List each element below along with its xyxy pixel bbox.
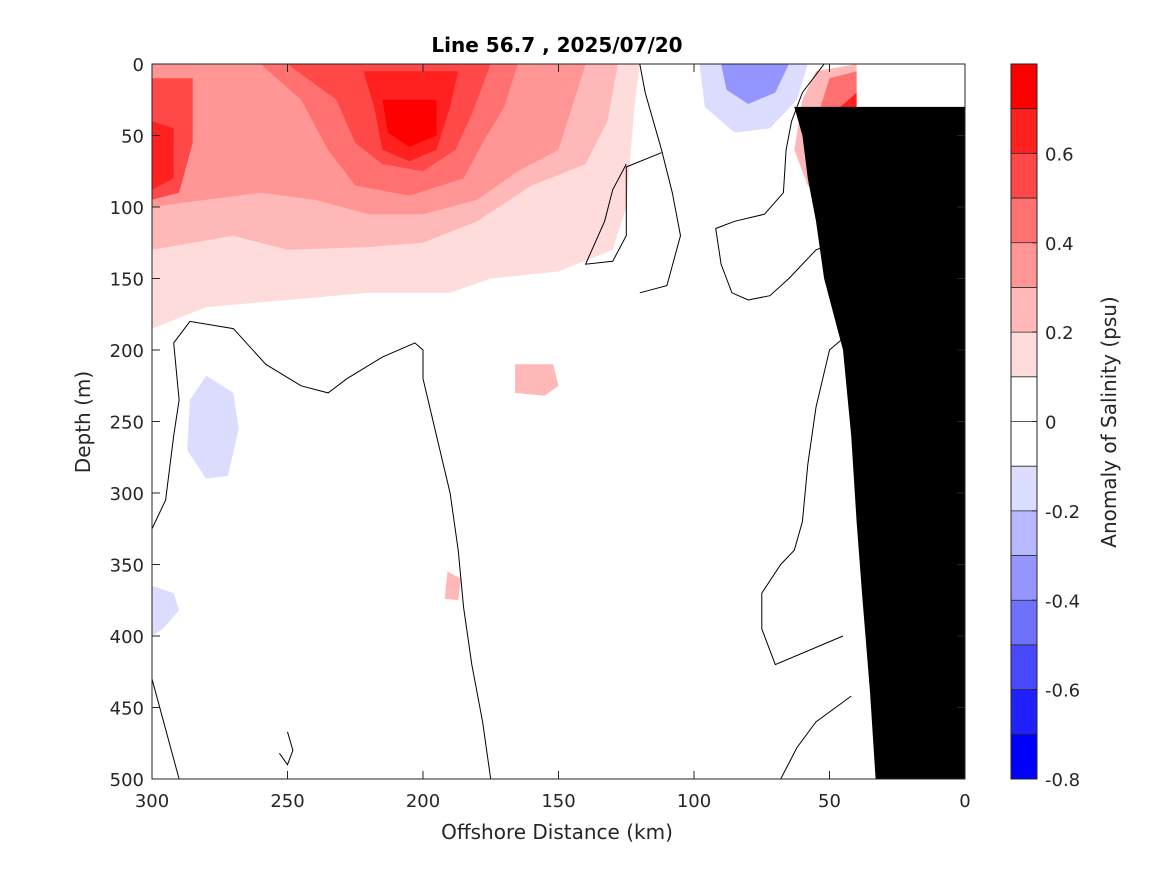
x-tick-label: 100	[677, 791, 711, 812]
contour-region	[152, 121, 174, 190]
colorbar-swatch	[1011, 198, 1037, 243]
x-tick-label: 250	[270, 791, 304, 812]
x-tick-label: 0	[959, 791, 970, 812]
y-tick-label: 50	[121, 127, 144, 148]
zero-contour-line	[152, 678, 180, 779]
colorbar-swatch	[1011, 64, 1037, 109]
colorbar-swatch	[1011, 421, 1037, 467]
colorbar-swatch	[1011, 734, 1037, 779]
y-axis: 0 50 100 150 200 250 300 350 400 450 500	[110, 55, 965, 791]
zero-contour-line	[780, 695, 852, 779]
y-tick-label: 200	[110, 341, 144, 362]
y-tick-label: 0	[133, 55, 144, 76]
colorbar-swatch	[1011, 466, 1037, 511]
colorbar-tick-label: 0	[1045, 413, 1056, 434]
y-tick-label: 300	[110, 484, 144, 505]
colorbar-swatch	[1011, 153, 1037, 199]
colorbar-tick-label: 0.6	[1045, 144, 1074, 165]
y-axis-label: Depth (m)	[71, 371, 95, 473]
y-tick-label: 250	[110, 413, 144, 434]
colorbar-swatch	[1011, 376, 1037, 422]
zero-contour-line	[715, 64, 852, 301]
y-tick-label: 350	[110, 556, 144, 577]
colorbar-swatch	[1011, 555, 1037, 601]
zero-contour-lines	[152, 64, 852, 779]
contour-region	[187, 375, 239, 479]
colorbar-label: Anomaly of Salinity (psu)	[1097, 296, 1121, 547]
y-tick-label: 400	[110, 627, 144, 648]
colorbar-swatch	[1011, 332, 1037, 377]
x-axis: 300 250 200 150 100 50 0	[135, 64, 971, 812]
x-tick-label: 150	[541, 791, 575, 812]
contour-region	[382, 99, 437, 147]
land-mask-layer	[794, 106, 965, 779]
x-tick-label: 300	[135, 791, 169, 812]
x-axis-label: Offshore Distance (km)	[441, 820, 673, 844]
zero-contour-line	[761, 331, 852, 666]
contour-fills	[152, 64, 857, 636]
colorbar-swatch	[1011, 689, 1037, 735]
colorbar-tick-label: -0.4	[1045, 591, 1080, 612]
contour-region	[721, 64, 789, 104]
colorbar-swatch	[1011, 287, 1037, 333]
colorbar-swatch	[1011, 510, 1037, 556]
zero-contour-line	[152, 320, 492, 779]
y-tick-label: 150	[110, 270, 144, 291]
contour-region	[515, 364, 559, 396]
contour-region	[444, 571, 461, 601]
colorbar-tick-label: 0.4	[1045, 234, 1074, 255]
zero-contour-line	[278, 731, 294, 766]
zero-contour-line	[584, 152, 662, 265]
colorbar-swatch	[1011, 644, 1037, 690]
x-tick-label: 200	[406, 791, 440, 812]
colorbar-tick-label: 0.2	[1045, 323, 1074, 344]
colorbar: -0.8 -0.6 -0.4 -0.2 0 0.2 0.4 0.6	[1010, 63, 1080, 791]
colorbar-swatch	[1011, 108, 1037, 154]
y-tick-label: 100	[110, 198, 144, 219]
land-mask	[794, 106, 965, 779]
colorbar-swatch	[1011, 242, 1037, 288]
colorbar-tick-label: -0.8	[1045, 770, 1080, 791]
zero-contour-line	[639, 64, 682, 294]
y-tick-label: 450	[110, 699, 144, 720]
chart-title: Line 56.7 , 2025/07/20	[431, 33, 682, 57]
x-tick-label: 50	[818, 791, 841, 812]
y-tick-label: 500	[110, 770, 144, 791]
colorbar-tick-label: -0.6	[1045, 681, 1080, 702]
contour-region	[152, 585, 180, 636]
colorbar-swatch	[1011, 600, 1037, 645]
colorbar-tick-label: -0.2	[1045, 502, 1080, 523]
